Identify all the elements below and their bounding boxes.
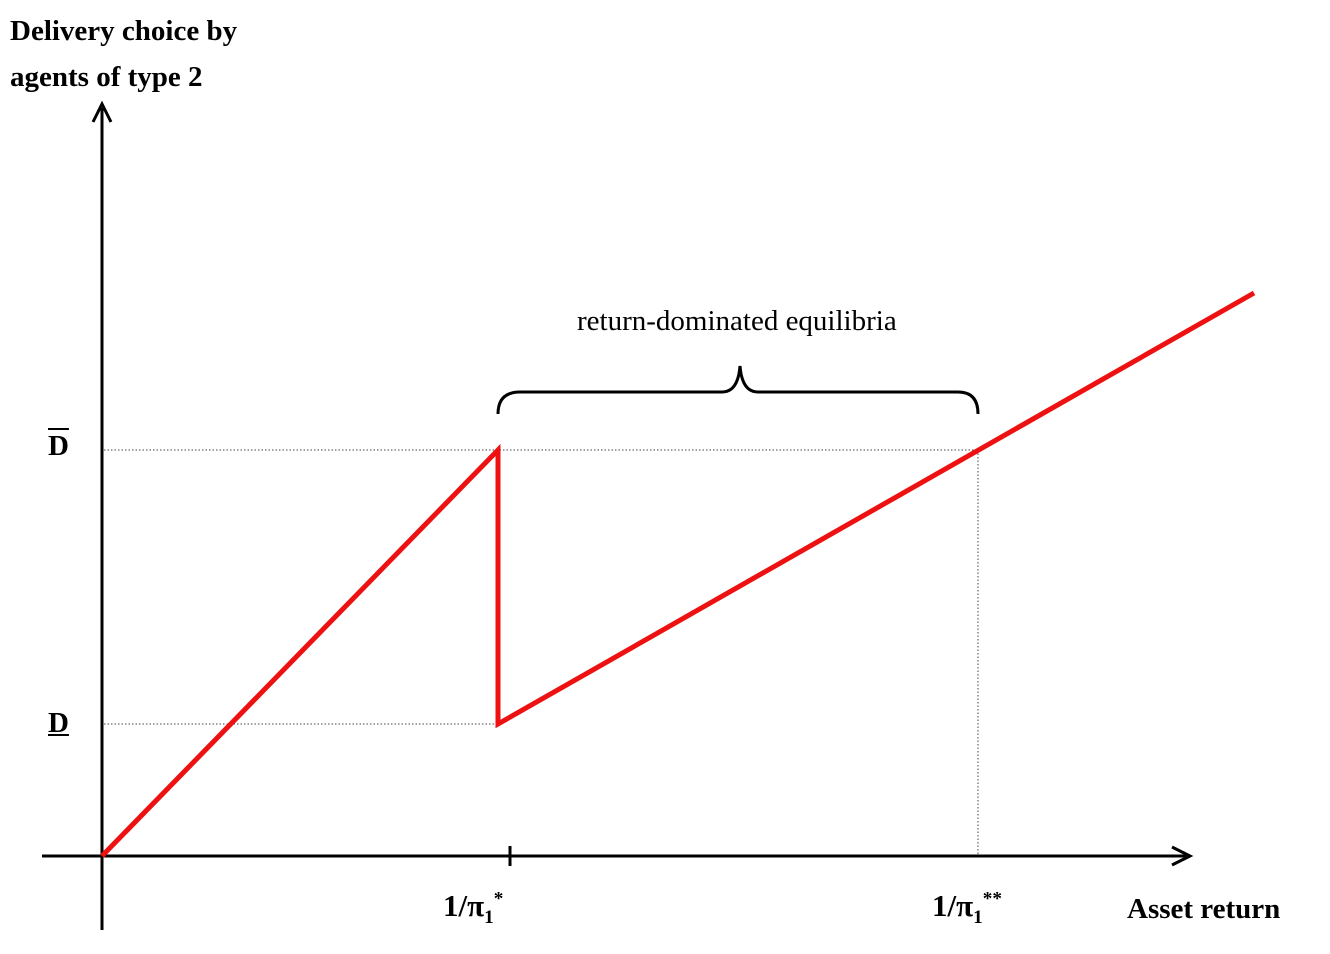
delivery-curve	[100, 290, 1256, 858]
y-axis-title-line1: Delivery choice by	[10, 15, 238, 47]
y-tick-upper-d: D	[48, 430, 69, 462]
pi-star-sub: 1	[484, 907, 494, 929]
x-axis-arrow	[1171, 845, 1194, 867]
y-axis-arrow	[91, 100, 113, 123]
brace-label: return-dominated equilibria	[577, 305, 897, 337]
y-axis-title: Delivery choice by agents of type 2	[10, 8, 237, 100]
x-tick-label-pi-double-star: 1/π1**	[932, 888, 1002, 927]
y-tick-lower-d: D	[48, 707, 69, 739]
x-axis-title: Asset return	[1127, 893, 1281, 925]
pi-double-star-sub: 1	[973, 907, 983, 929]
y-axis-title-line2: agents of type 2	[10, 61, 203, 93]
pi-double-star-sup: **	[982, 888, 1002, 910]
pi-star-sup: *	[493, 888, 504, 910]
pi-star-prefix: 1/π	[443, 888, 485, 923]
x-tick-label-pi-star: 1/π1*	[443, 888, 504, 927]
pi-double-star-prefix: 1/π	[932, 888, 974, 923]
brace	[496, 365, 980, 415]
